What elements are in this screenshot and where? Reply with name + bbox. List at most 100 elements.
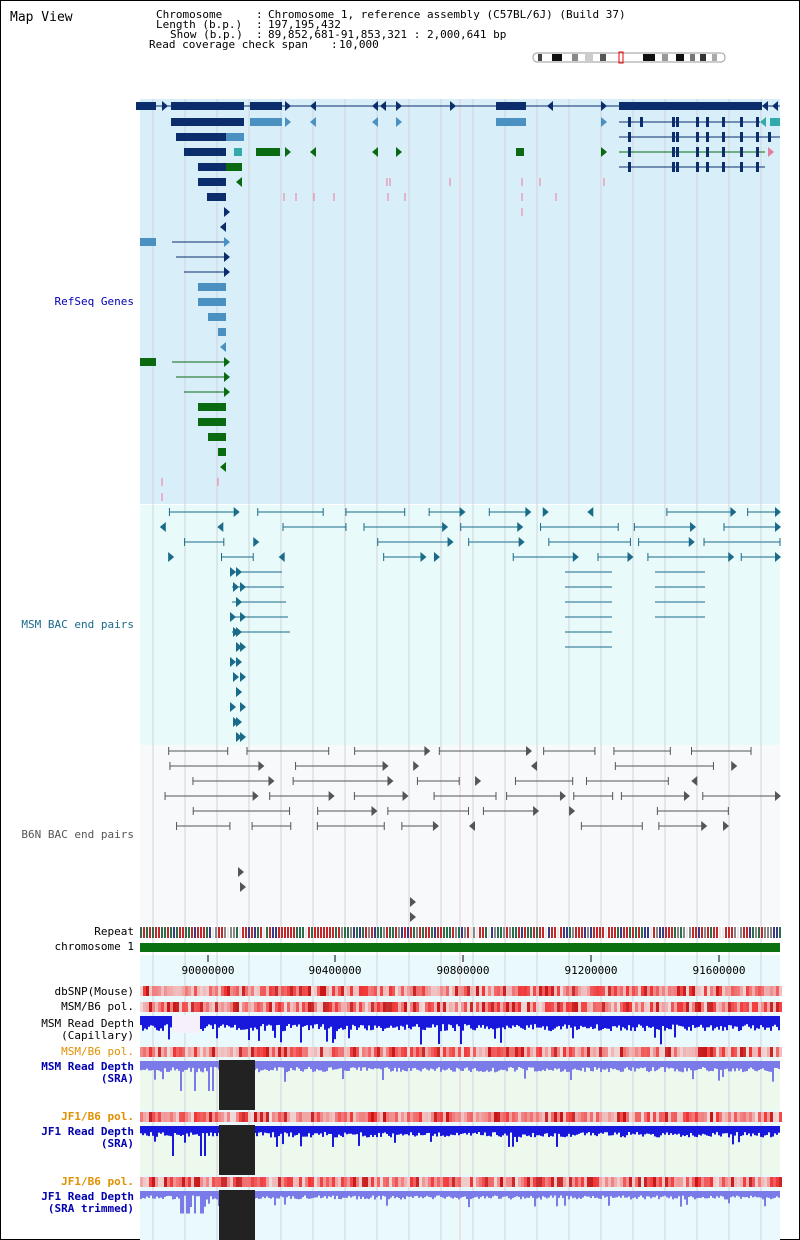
depth-bar [702,1126,704,1134]
depth-bar [450,1191,452,1198]
heat-cell [746,1047,749,1057]
repeat-segment [272,927,274,938]
repeat-segment [392,927,394,938]
depth-bar [586,1126,588,1134]
depth-bar [692,1016,694,1026]
depth-bar [580,1126,582,1133]
heat-cell [155,1177,158,1187]
repeat-segment [383,927,385,938]
heat-cell [398,1177,401,1187]
heat-cell [347,986,350,996]
label-refseq-genes[interactable]: RefSeq Genes [54,295,134,308]
depth-bar [444,1061,446,1071]
heat-cell [287,986,290,996]
depth-bar [240,1016,242,1030]
heat-cell [434,1002,437,1012]
depth-bar [540,1191,542,1200]
heat-cell [479,1112,482,1122]
depth-bar [500,1061,502,1070]
depth-bar [708,1191,710,1198]
heat-cell [596,1002,599,1012]
depth-bar [362,1191,364,1197]
depth-bar [700,1061,702,1069]
heat-cell [293,1047,296,1057]
depth-bar [526,1016,528,1026]
depth-bar [570,1016,572,1028]
heat-cell [242,1002,245,1012]
heat-cell [590,1177,593,1187]
depth-bar [658,1126,660,1138]
strand-arrow-left [762,101,768,111]
depth-bar [466,1016,468,1026]
repeat-segment [161,927,163,938]
depth-bar [388,1191,390,1200]
heat-cell [731,1177,734,1187]
depth-bar [400,1126,402,1134]
depth-bar [204,1126,206,1156]
depth-bar [146,1061,148,1069]
heat-cell [722,1047,725,1057]
heat-cell [341,986,344,996]
depth-bar [766,1061,768,1071]
heat-cell [659,1112,662,1122]
depth-bar [650,1016,652,1028]
depth-bar [164,1191,166,1197]
depth-bar [204,1061,206,1068]
heat-cell [467,1047,470,1057]
heat-cell [704,1002,707,1012]
depth-bar [382,1191,384,1196]
heat-cell [608,1047,611,1057]
depth-bar [484,1126,486,1133]
heat-cell [161,986,164,996]
heat-cell [698,1177,701,1187]
heat-cell [152,1177,155,1187]
heat-cell [470,1002,473,1012]
heat-cell [716,1177,719,1187]
heat-cell [488,1112,491,1122]
heat-cell [665,986,668,996]
heat-cell [671,1002,674,1012]
heat-cell [602,986,605,996]
depth-bar [588,1061,590,1069]
depth-bar [692,1191,694,1198]
depth-bar [344,1191,346,1198]
strand-arrow-right [236,732,242,742]
heat-cell [191,1002,194,1012]
heat-cell [359,1002,362,1012]
label-msm-bac-end-pairs[interactable]: MSM BAC end pairs [21,618,134,631]
repeat-segment [158,927,160,938]
depth-bar [436,1016,438,1026]
repeat-segment [329,927,331,938]
heat-cell [194,1047,197,1057]
heat-cell [341,1047,344,1057]
depth-bar [210,1191,212,1197]
heat-cell [557,1112,560,1122]
heat-cell [413,1002,416,1012]
heat-cell [425,986,428,996]
show-key: Show (b.p.) [170,28,243,41]
depth-bar [214,1061,216,1068]
heat-cell [320,1047,323,1057]
heat-cell [218,1112,221,1122]
depth-bar [476,1126,478,1134]
depth-bar [574,1016,576,1027]
depth-bar [490,1191,492,1199]
heat-cell [176,1047,179,1057]
depth-bar [442,1016,444,1025]
heat-cell [239,1047,242,1057]
heat-cell [194,1177,197,1187]
depth-bar [148,1061,150,1071]
heat-cell [290,1177,293,1187]
heat-cell [446,1112,449,1122]
strand-arrow-right [224,387,230,397]
depth-bar [552,1061,554,1071]
depth-bar [140,1016,142,1026]
depth-bar [646,1126,648,1134]
heat-cell [443,1112,446,1122]
heat-cell [392,986,395,996]
heat-cell [455,1177,458,1187]
depth-bar [498,1191,500,1199]
label-b6n-bac-end-pairs[interactable]: B6N BAC end pairs [21,828,134,841]
heat-cell [272,1002,275,1012]
